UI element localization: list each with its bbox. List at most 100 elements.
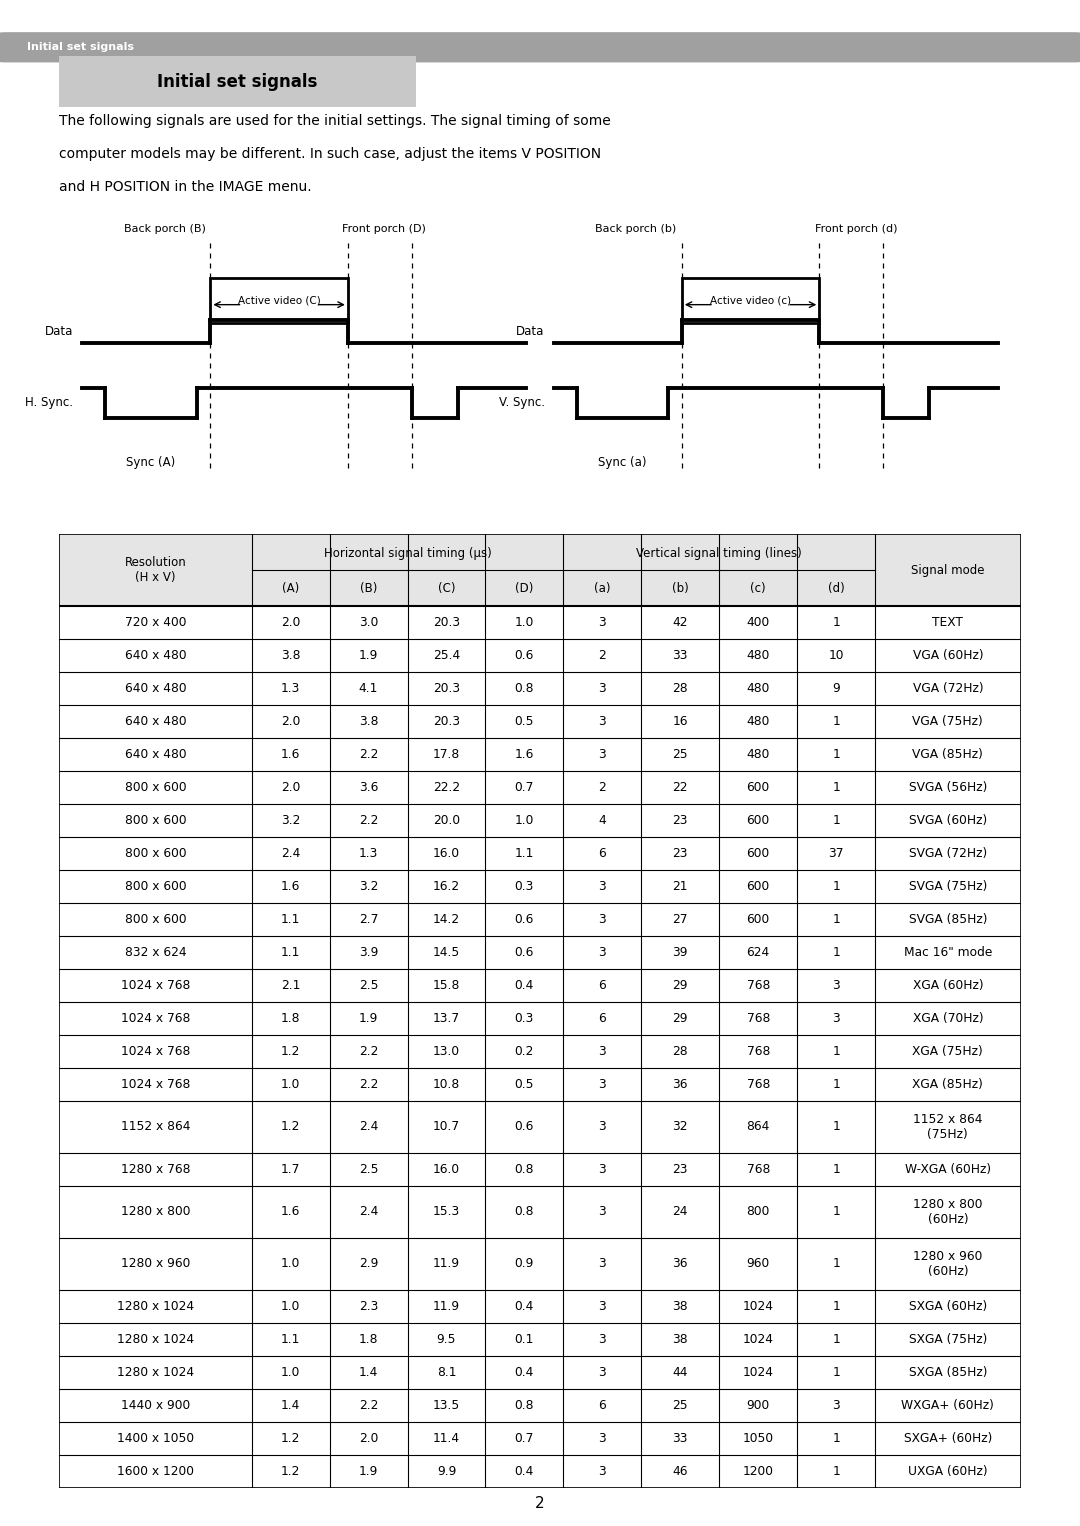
Text: 640 x 480: 640 x 480 [124,716,187,728]
Text: VGA (75Hz): VGA (75Hz) [913,716,983,728]
Text: TEXT: TEXT [932,617,963,629]
Text: 24: 24 [673,1206,688,1218]
Text: 2.4: 2.4 [281,847,300,861]
Text: Sync (A): Sync (A) [126,456,176,470]
Text: 3: 3 [598,1300,606,1312]
Text: 768: 768 [746,1045,770,1058]
Text: XGA (85Hz): XGA (85Hz) [913,1077,983,1091]
Text: 20.0: 20.0 [433,813,460,827]
Text: 0.3: 0.3 [515,1012,535,1025]
Text: 3: 3 [598,1465,606,1477]
Text: 1: 1 [833,748,840,761]
Text: (B): (B) [360,581,377,595]
Text: 17.8: 17.8 [433,748,460,761]
Text: 36: 36 [673,1257,688,1271]
Text: 23: 23 [673,847,688,861]
Text: 20.3: 20.3 [433,716,460,728]
Text: 8.1: 8.1 [436,1366,456,1380]
Text: 1.1: 1.1 [281,946,300,958]
Text: 3.8: 3.8 [281,649,300,662]
Text: 39: 39 [673,946,688,958]
Text: 38: 38 [673,1300,688,1312]
Text: SXGA (85Hz): SXGA (85Hz) [908,1366,987,1380]
Text: 37: 37 [828,847,843,861]
Text: SVGA (75Hz): SVGA (75Hz) [908,881,987,893]
Text: 0.1: 0.1 [515,1332,535,1346]
Text: 16.0: 16.0 [433,1163,460,1177]
Text: 0.2: 0.2 [515,1045,535,1058]
Text: 1.0: 1.0 [281,1257,300,1271]
Text: 1280 x 960
(60Hz): 1280 x 960 (60Hz) [914,1250,983,1277]
Text: 2.0: 2.0 [359,1431,378,1445]
Text: 600: 600 [746,847,770,861]
Text: Initial set signals: Initial set signals [158,73,318,90]
Text: 0.5: 0.5 [515,716,535,728]
Text: 1.2: 1.2 [281,1045,300,1058]
Text: 600: 600 [746,813,770,827]
Text: 29: 29 [673,980,688,992]
Text: 4.1: 4.1 [359,682,378,694]
Text: 3: 3 [598,1045,606,1058]
Text: 1024: 1024 [743,1366,773,1380]
Text: 28: 28 [673,682,688,694]
Text: 1024: 1024 [743,1332,773,1346]
Text: 10.8: 10.8 [433,1077,460,1091]
Text: SXGA (60Hz): SXGA (60Hz) [908,1300,987,1312]
Text: 1: 1 [833,946,840,958]
Text: 480: 480 [746,682,770,694]
Text: Data: Data [516,325,544,337]
Text: 2: 2 [598,781,606,794]
Text: 0.4: 0.4 [515,1300,535,1312]
Text: 3.0: 3.0 [359,617,378,629]
Text: 2.2: 2.2 [359,1077,378,1091]
Text: 1024 x 768: 1024 x 768 [121,1012,190,1025]
Text: 11.9: 11.9 [433,1257,460,1271]
Text: 3: 3 [598,716,606,728]
Text: Front porch (D): Front porch (D) [342,224,427,235]
Text: (b): (b) [672,581,689,595]
Text: 1: 1 [833,617,840,629]
Text: The following signals are used for the initial settings. The signal timing of so: The following signals are used for the i… [59,114,611,128]
Text: 0.9: 0.9 [515,1257,535,1271]
Text: 2.5: 2.5 [359,1163,378,1177]
Text: 3: 3 [833,1012,840,1025]
Text: 16.0: 16.0 [433,847,460,861]
Text: 1: 1 [833,1077,840,1091]
Text: SVGA (60Hz): SVGA (60Hz) [908,813,987,827]
Text: 25.4: 25.4 [433,649,460,662]
Text: 2.2: 2.2 [359,1399,378,1412]
Text: (a): (a) [594,581,610,595]
Text: (c): (c) [751,581,766,595]
Text: 2.0: 2.0 [281,781,300,794]
Text: 3: 3 [598,946,606,958]
Text: 1024: 1024 [743,1300,773,1312]
Text: 1024 x 768: 1024 x 768 [121,1077,190,1091]
Text: 640 x 480: 640 x 480 [124,748,187,761]
Text: XGA (70Hz): XGA (70Hz) [913,1012,983,1025]
Text: UXGA (60Hz): UXGA (60Hz) [908,1465,988,1477]
Text: 13.5: 13.5 [433,1399,460,1412]
Text: 2.2: 2.2 [359,813,378,827]
Text: 16: 16 [673,716,688,728]
Text: 2.2: 2.2 [359,748,378,761]
Text: 3: 3 [598,1431,606,1445]
Text: VGA (72Hz): VGA (72Hz) [913,682,983,694]
Text: 1.4: 1.4 [281,1399,300,1412]
Text: 1: 1 [833,1332,840,1346]
Text: 1.1: 1.1 [281,913,300,926]
Text: 1.6: 1.6 [281,748,300,761]
Text: 1200: 1200 [743,1465,773,1477]
Text: 3.8: 3.8 [359,716,378,728]
Text: W-XGA (60Hz): W-XGA (60Hz) [905,1163,991,1177]
Text: 3: 3 [598,748,606,761]
Text: 2.9: 2.9 [359,1257,378,1271]
Text: 20.3: 20.3 [433,617,460,629]
Text: H. Sync.: H. Sync. [25,397,73,409]
Text: 1: 1 [833,1206,840,1218]
Text: 1: 1 [833,1431,840,1445]
Text: 27: 27 [673,913,688,926]
Text: 1.8: 1.8 [359,1332,378,1346]
Text: 1024 x 768: 1024 x 768 [121,980,190,992]
Text: 0.4: 0.4 [515,980,535,992]
Text: 768: 768 [746,1163,770,1177]
